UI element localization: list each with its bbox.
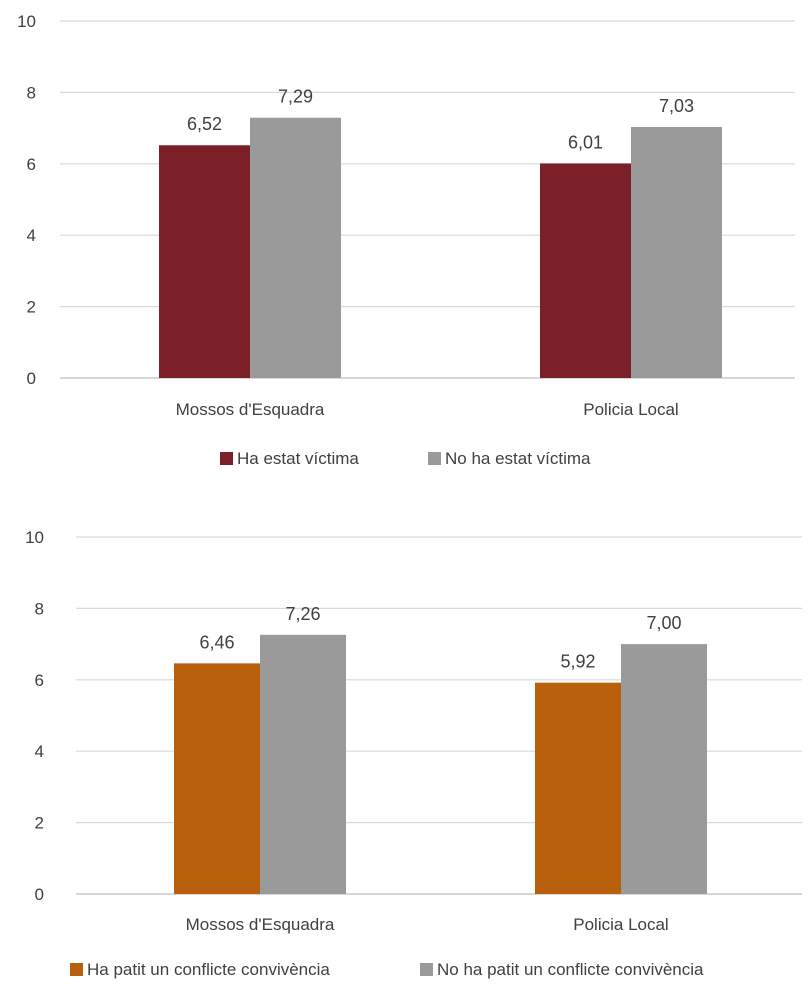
bar-series-2 [631,127,722,379]
legend-swatch [428,452,441,465]
bar-series-1 [540,163,631,378]
y-tick-label: 4 [35,742,44,761]
data-label: 7,26 [285,604,320,624]
bar-series-1 [535,682,621,894]
chart-2: 0 2 4 6 8 10 6,46 7,26 Mossos d'Esquadra 5,92 7,00… [25,528,802,979]
data-label: 7,03 [659,96,694,116]
bar-series-1 [174,663,260,894]
y-tick-label: 4 [27,226,36,245]
y-tick-label: 0 [27,369,36,388]
legend-label: Ha patit un conflicte convivència [87,960,330,979]
y-tick-label: 8 [27,83,36,102]
legend-label: No ha estat víctima [445,449,591,468]
x-category-label: Policia Local [583,400,678,419]
legend-swatch [220,452,233,465]
bar-series-2 [260,634,346,894]
data-label: 5,92 [560,652,595,672]
y-tick-label: 2 [27,298,36,317]
data-label: 7,29 [278,87,313,107]
legend-swatch [420,963,433,976]
bar-series-1 [159,145,250,378]
data-label: 7,00 [646,613,681,633]
x-category-label: Policia Local [573,915,668,934]
legend-label: Ha estat víctima [237,449,359,468]
legend-label: No ha patit un conflicte convivència [437,960,704,979]
y-tick-label: 10 [17,12,36,31]
data-label: 6,52 [187,114,222,134]
data-label: 6,01 [568,132,603,152]
y-tick-label: 10 [25,528,44,547]
y-tick-label: 8 [35,599,44,618]
y-tick-label: 6 [27,155,36,174]
bar-series-2 [250,117,341,378]
y-tick-label: 6 [35,671,44,690]
x-category-label: Mossos d'Esquadra [176,400,325,419]
legend-swatch [70,963,83,976]
y-tick-label: 0 [35,885,44,904]
x-category-label: Mossos d'Esquadra [186,915,335,934]
data-label: 6,46 [199,632,234,652]
bar-series-2 [621,644,707,894]
chart-1: 0 2 4 6 8 10 6,52 7,29 Mossos d'Esquadra 6,01 7,03… [17,12,795,468]
y-tick-label: 2 [35,814,44,833]
